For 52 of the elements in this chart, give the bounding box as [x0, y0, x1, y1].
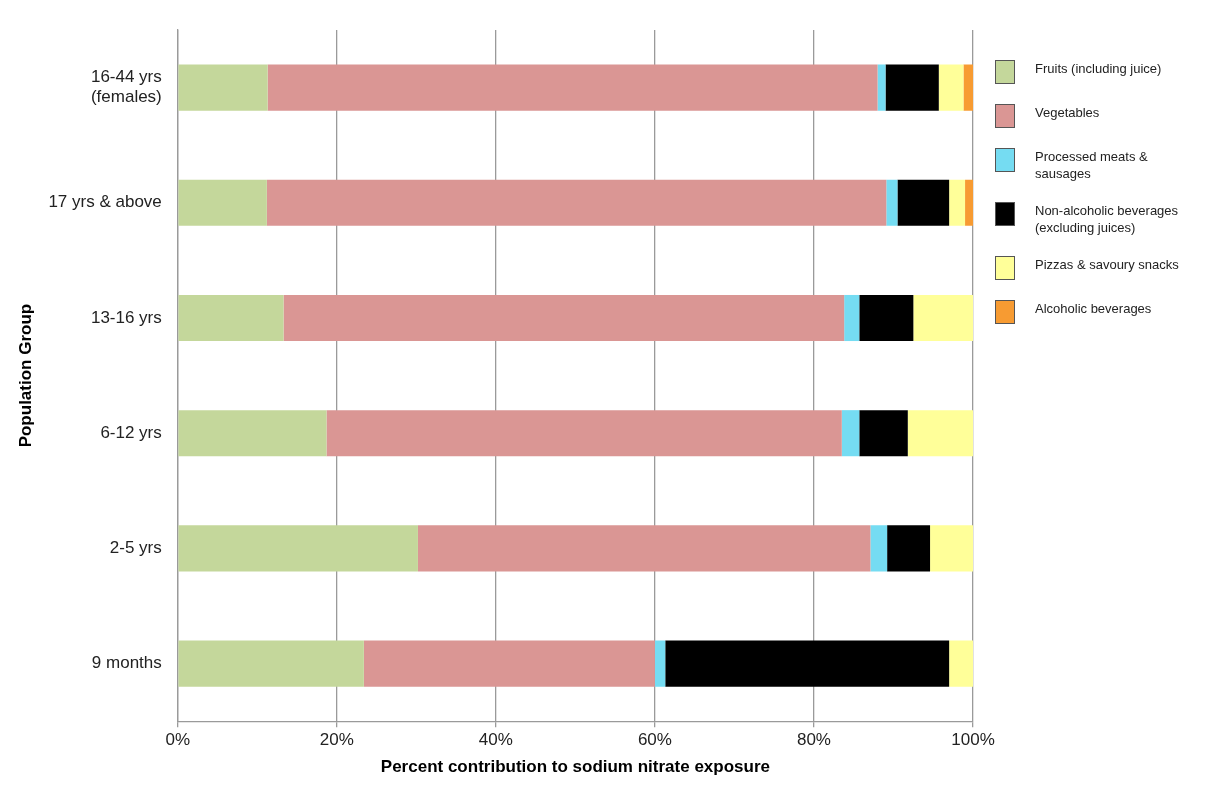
y-tick-label: 13-16 yrs [90, 307, 162, 327]
bar [870, 525, 888, 572]
bar [178, 64, 268, 111]
bar [963, 64, 973, 111]
y-tick-label: 17 yrs & above [48, 192, 162, 212]
y-tick-label: 9 months [91, 653, 162, 673]
y-axis-title: Population Group [15, 303, 35, 448]
bar [844, 294, 860, 342]
legend-label: Pizzas & savoury snacks [1035, 256, 1179, 273]
bar [859, 294, 914, 342]
bar [885, 64, 939, 111]
bar [913, 294, 973, 342]
bar [859, 410, 908, 457]
legend-label: Processed meats & sausages [1035, 148, 1149, 182]
x-tick-label: 60% [637, 730, 672, 750]
x-tick-label: 40% [478, 730, 513, 750]
legend-label: Alcoholic beverages [1035, 300, 1152, 317]
bar [907, 410, 973, 457]
y-tick-label: 6-12 yrs [100, 422, 162, 442]
bar [266, 179, 887, 226]
bar [178, 640, 364, 687]
bar [283, 294, 845, 342]
bar [178, 410, 327, 457]
bar [938, 64, 964, 111]
bar [654, 640, 666, 687]
bar [965, 179, 973, 226]
x-axis-title: Percent contribution to sodium nitrate exposure [380, 757, 770, 777]
legend-label: Fruits (including juice) [1035, 60, 1162, 77]
bar [930, 525, 973, 572]
bar [949, 640, 973, 687]
bar [363, 640, 655, 687]
bar [841, 410, 860, 457]
bar [949, 179, 966, 226]
bar [178, 179, 267, 226]
legend-label: Non-alcoholic beverages (excluding juices) [1035, 202, 1180, 236]
bar [887, 525, 931, 572]
y-tick-label: 16-44 yrs (females) [90, 67, 162, 107]
y-tick-label: 2-5 yrs [109, 538, 162, 558]
bar [178, 294, 284, 342]
bar [897, 179, 950, 226]
x-tick-label: 20% [319, 730, 354, 750]
bar [417, 525, 871, 572]
bar [665, 640, 950, 687]
bar [877, 64, 886, 111]
x-tick-label: 0% [165, 730, 191, 750]
legend-label: Vegetables [1035, 104, 1100, 121]
x-tick-label: 100% [951, 730, 995, 750]
bar [267, 64, 878, 111]
bar [178, 525, 418, 572]
x-tick-label: 80% [796, 730, 831, 750]
bar [886, 179, 898, 226]
bar [326, 410, 842, 457]
